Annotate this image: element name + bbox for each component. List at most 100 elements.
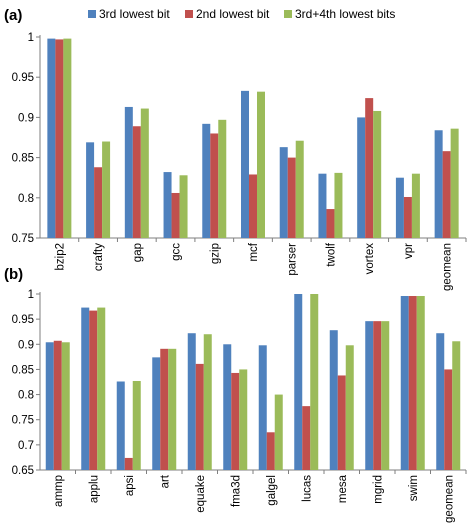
bar-applu-2	[89, 310, 98, 470]
bar-fma3d-3	[239, 369, 248, 470]
bar-gap-1	[124, 106, 133, 238]
bar-mgrid-3	[381, 321, 390, 470]
bar-swim-3	[416, 296, 425, 470]
category-label-bzip2: bzip2	[54, 243, 66, 271]
bar-vortex-2	[365, 98, 374, 238]
bar-vpr-2	[403, 196, 412, 238]
bar-gcc-3	[179, 175, 188, 238]
category-label-vpr: vpr	[403, 243, 415, 259]
bar-vortex-3	[373, 110, 382, 238]
bar-parser-2	[287, 157, 296, 238]
bar-bzip2-3	[63, 38, 72, 238]
y-tick-label: 0.95	[12, 314, 34, 326]
bar-fma3d-1	[223, 344, 232, 470]
bar-bzip2-1	[47, 38, 56, 238]
y-tick-label: 0.8	[18, 390, 34, 402]
legend: 3rd lowest bit 2nd lowest bit 3rd+4th lowe…	[88, 7, 395, 21]
bar-equake-1	[187, 333, 196, 470]
y-tick-label: 0.9	[18, 339, 34, 351]
category-label-applu: applu	[88, 475, 100, 503]
category-label-vortex: vortex	[364, 243, 376, 275]
bar-ammp-1	[45, 342, 54, 470]
bar-lucas-1	[294, 294, 303, 470]
bar-fma3d-2	[231, 372, 240, 470]
bar-vortex-1	[357, 117, 366, 238]
category-label-equake: equake	[195, 475, 207, 513]
legend-label-3: 3rd+4th lowest bits	[295, 7, 395, 21]
bar-swim-2	[408, 296, 417, 470]
bar-art-1	[152, 357, 161, 470]
bar-gzip-2	[210, 133, 219, 238]
category-label-fma3d: fma3d	[230, 475, 242, 507]
bar-mcf-1	[241, 90, 249, 238]
bar-galgel-3	[274, 394, 283, 470]
bar-apsi-3	[132, 380, 141, 470]
panel-label: (b)	[4, 266, 23, 283]
category-label-art: art	[159, 474, 171, 488]
bar-lucas-3	[310, 294, 319, 470]
bar-bzip2-2	[55, 39, 64, 238]
bar-art-2	[160, 348, 169, 470]
bar-parser-3	[295, 140, 304, 238]
category-label-mgrid: mgrid	[372, 475, 384, 504]
chart-panel-b: (b) 0.65 0.7 0.75 0.8 0.85 0.9 0.95 1 ammp applu ap…	[4, 266, 467, 523]
category-label-gap: gap	[132, 243, 144, 262]
category-label-crafty: crafty	[93, 243, 105, 271]
bar-gzip-3	[218, 119, 227, 238]
y-tick-label: 0.65	[12, 465, 34, 477]
bar-crafty-2	[94, 167, 103, 238]
y-tick-label: 0.75	[12, 233, 34, 245]
bar-mesa-1	[329, 330, 338, 470]
bar-gap-2	[132, 126, 141, 238]
category-label-lucas: lucas	[301, 475, 313, 502]
y-tick-label: 0.7	[18, 440, 34, 452]
y-tick-label: 0.95	[12, 72, 34, 84]
bar-twolf-2	[326, 209, 335, 238]
category-label-mcf: mcf	[248, 242, 260, 261]
category-label-geomean: geomean	[443, 475, 455, 523]
bar-vpr-1	[395, 177, 404, 238]
y-tick-label: 0.8	[18, 193, 34, 205]
y-tick-label: 1	[28, 289, 34, 301]
bar-geomean-1	[436, 333, 445, 470]
y-tick-label: 0.9	[18, 112, 34, 124]
y-tick-label: 0.75	[12, 415, 34, 427]
bar-vpr-3	[411, 173, 420, 238]
bar-art-3	[168, 348, 177, 470]
category-label-twolf: twolf	[325, 242, 337, 266]
bar-mgrid-1	[365, 321, 374, 470]
bar-galgel-1	[258, 345, 267, 470]
category-label-mesa: mesa	[337, 474, 349, 503]
legend-label-1: 3rd lowest bit	[99, 7, 170, 21]
bar-galgel-2	[266, 432, 275, 470]
chart-panel-a: (a) 0.75 0.8 0.85 0.9 0.95 1 bzip2 crafty gap gcc g…	[4, 7, 467, 291]
bar-mesa-2	[337, 375, 346, 470]
bar-lucas-2	[302, 406, 311, 470]
category-label-gzip: gzip	[209, 243, 221, 264]
bar-equake-3	[203, 334, 212, 470]
bar-equake-2	[195, 363, 204, 470]
bar-gcc-2	[171, 192, 180, 238]
bar-ammp-2	[53, 340, 62, 470]
bar-gap-3	[140, 108, 149, 238]
category-label-galgel: galgel	[266, 475, 278, 506]
bar-apsi-2	[124, 457, 133, 470]
bar-geomean-3	[452, 341, 461, 470]
bar-ammp-3	[61, 342, 70, 470]
y-tick-label: 0.85	[12, 153, 34, 165]
bar-gcc-1	[163, 172, 172, 238]
bar-parser-1	[279, 147, 288, 238]
bar-mcf-2	[249, 174, 257, 238]
y-tick-label: 1	[28, 32, 34, 44]
bar-apsi-1	[116, 381, 125, 470]
category-label-parser: parser	[287, 243, 299, 276]
bar-geomean-3	[450, 128, 459, 238]
category-label-gcc: gcc	[171, 243, 183, 261]
bar-swim-1	[400, 296, 409, 470]
legend-swatch-1	[88, 10, 96, 18]
bar-geomean-2	[444, 369, 453, 470]
bar-mcf-3	[257, 91, 265, 238]
bar-twolf-1	[318, 173, 327, 238]
